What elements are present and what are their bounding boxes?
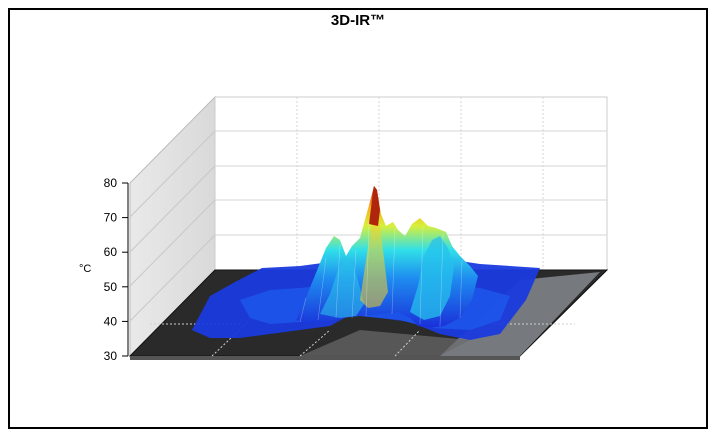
z-tick-label: 80: [104, 176, 118, 190]
floor-edge: [130, 356, 520, 360]
floor-image-mid: [300, 330, 470, 356]
z-tick-label: 40: [104, 314, 118, 328]
z-axis-ticks: 30 40 50 60 70 80: [104, 176, 128, 363]
surface-hotspot: [296, 186, 478, 328]
z-axis-label: °C: [79, 263, 91, 275]
z-tick-label: 30: [104, 349, 118, 363]
z-tick-label: 60: [104, 245, 118, 259]
left-wall-grid: [129, 130, 216, 322]
floor-grid: [150, 319, 575, 357]
z-tick-label: 70: [104, 211, 118, 225]
chart-title: 3D-IR™: [330, 12, 386, 29]
surface-ridges: [299, 221, 463, 327]
z-tick-label: 50: [104, 280, 118, 294]
